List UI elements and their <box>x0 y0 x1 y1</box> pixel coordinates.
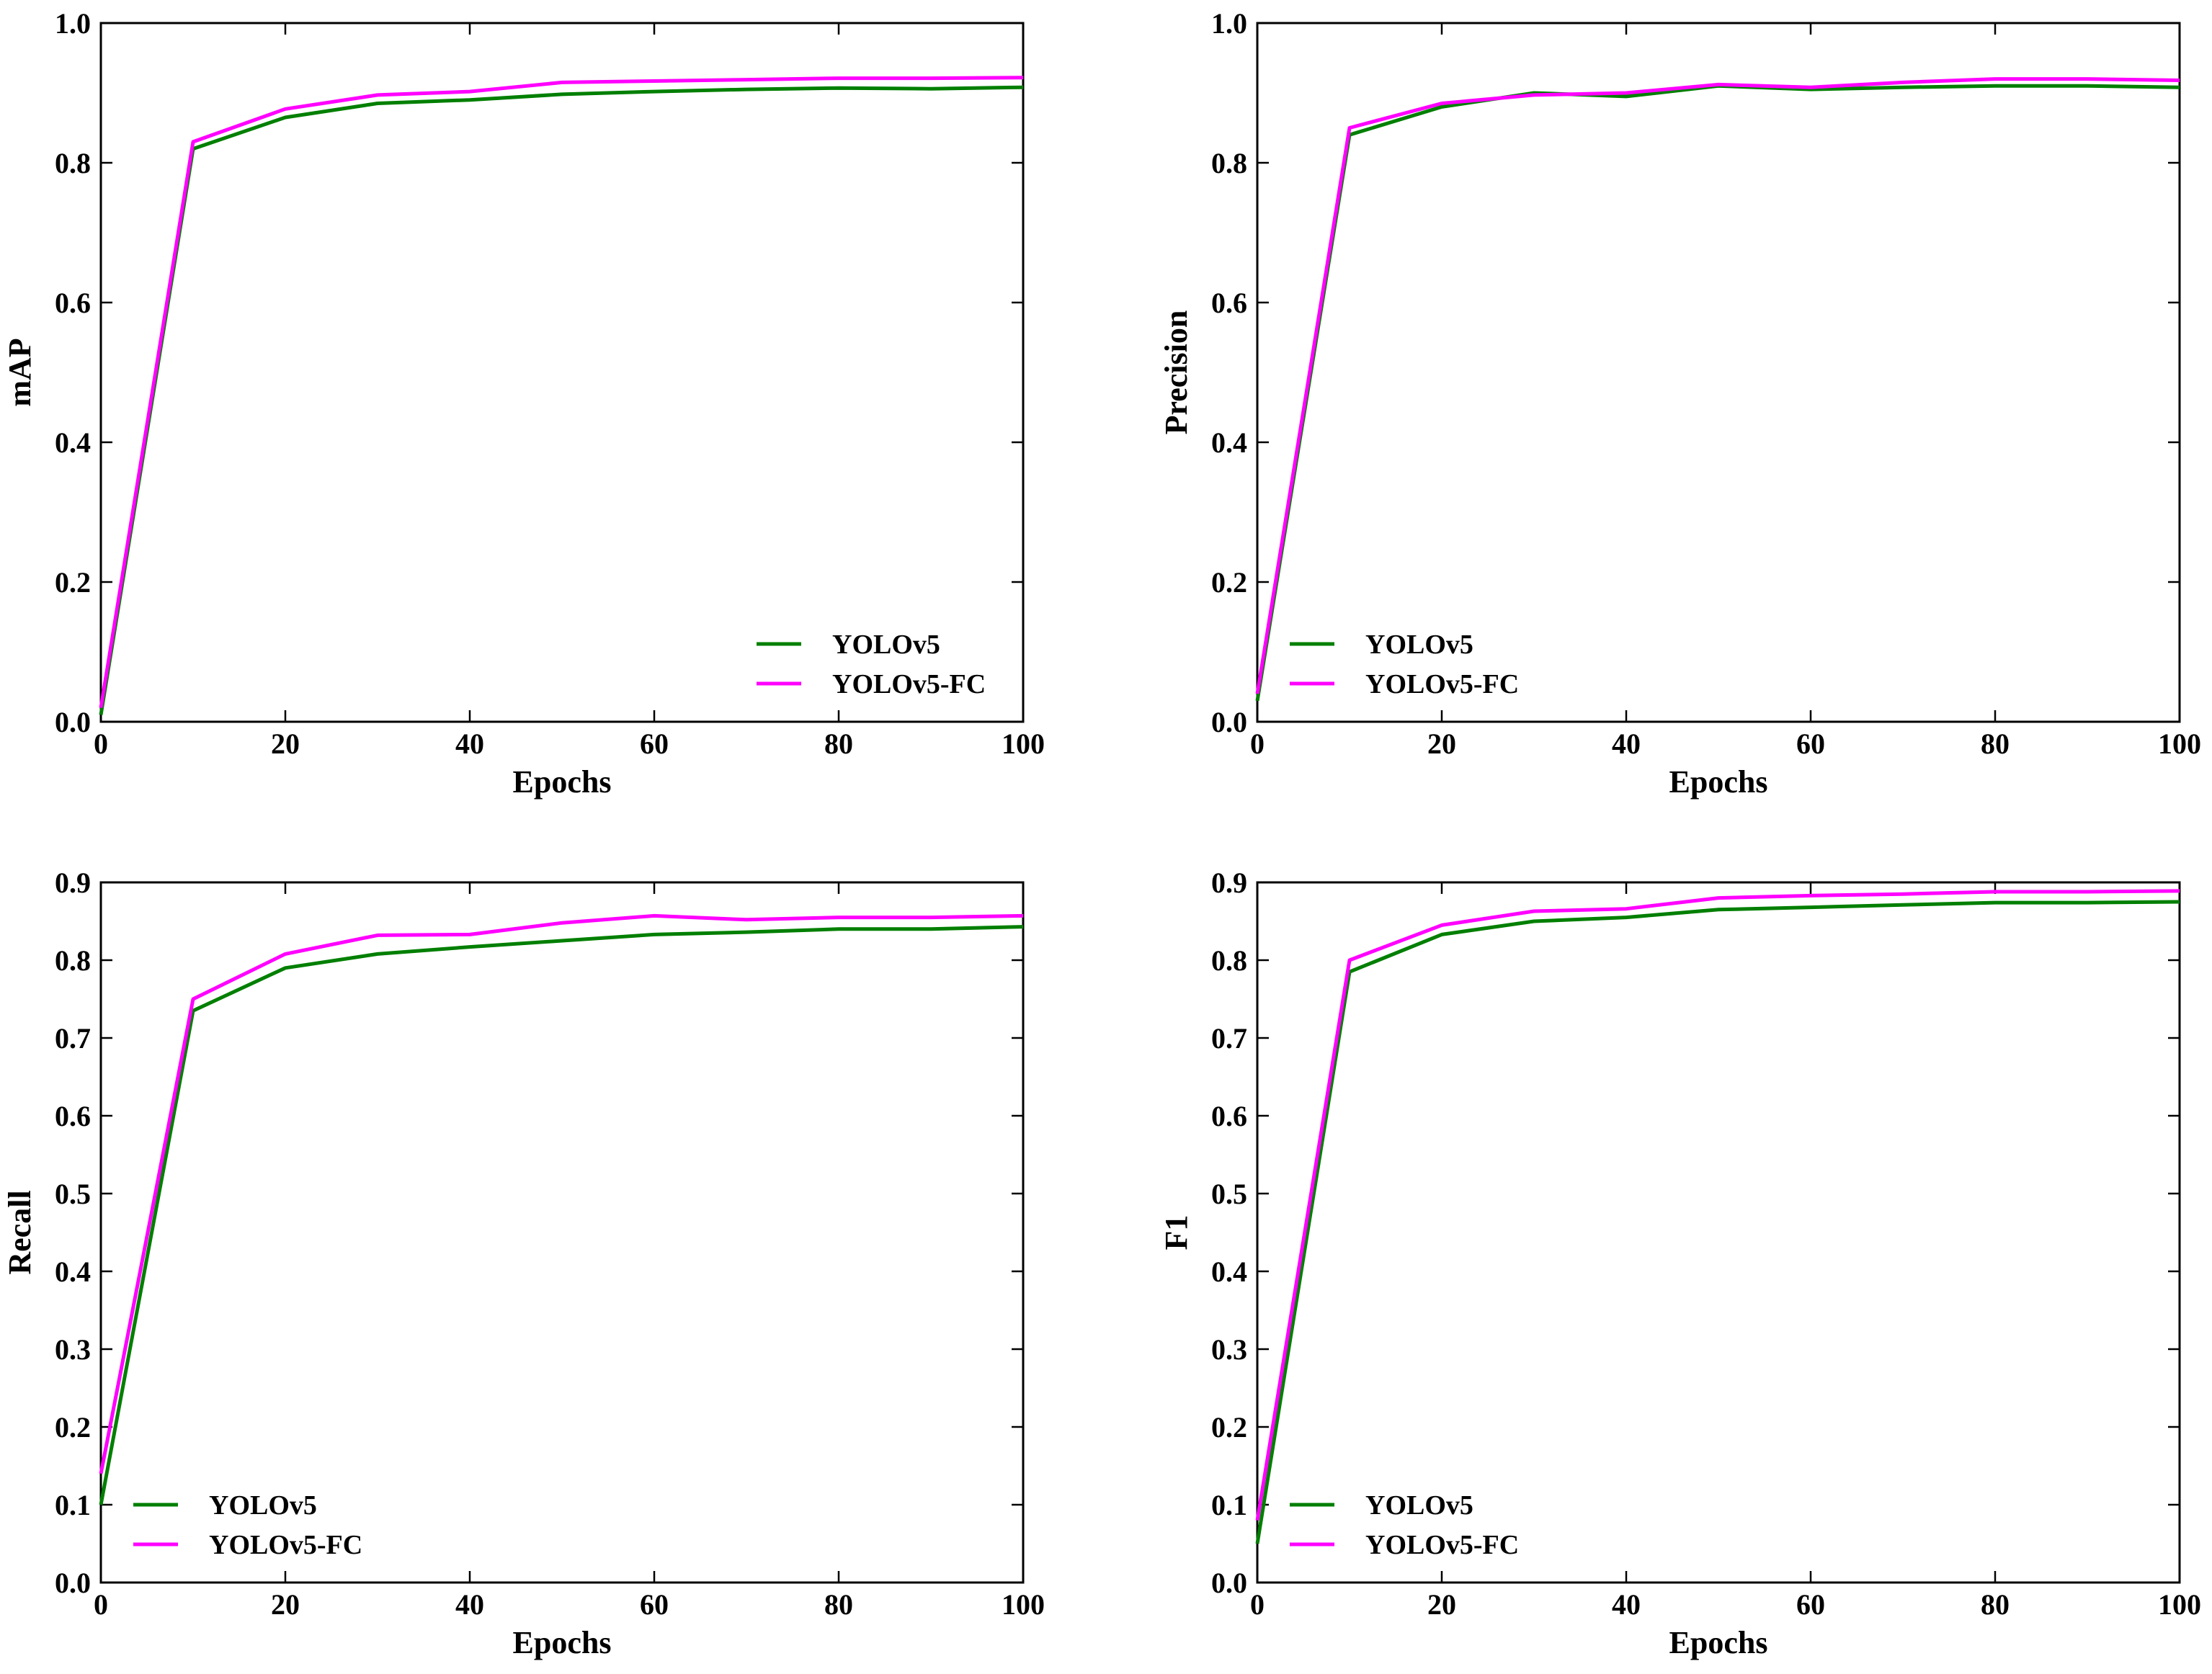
legend-label: YOLOv5 <box>1365 1490 1473 1521</box>
x-axis-label: Epochs <box>1669 764 1768 800</box>
legend: YOLOv5 YOLOv5-FC <box>757 630 986 699</box>
x-tick-label: 0 <box>1250 1588 1265 1621</box>
chart-panel-f1: 0 20 40 60 80 100 0.0 0.1 0.2 0.3 0.4 0.5 0.6 0.7 0.8 0… <box>1159 867 2201 1660</box>
y-tick-label: 0.2 <box>55 566 91 599</box>
y-tick-label: 0.3 <box>55 1333 91 1366</box>
x-tick-label: 40 <box>1612 728 1641 760</box>
y-tick-label: 0.7 <box>1211 1022 1247 1055</box>
x-tick-label: 80 <box>824 728 853 760</box>
y-tick-label: 0.4 <box>1211 426 1247 459</box>
plot-frame <box>1256 22 2181 723</box>
x-tick-label: 80 <box>824 1588 853 1621</box>
y-tick-label: 0.0 <box>55 706 91 738</box>
legend-label: YOLOv5-FC <box>209 1530 362 1560</box>
x-axis-label: Epochs <box>1669 1625 1768 1660</box>
x-tick-label: 40 <box>1612 1588 1641 1621</box>
legend: YOLOv5 YOLOv5-FC <box>1290 1490 1519 1560</box>
legend-label: YOLOv5 <box>832 630 940 660</box>
x-tick-label: 0 <box>1250 728 1265 760</box>
plot-frame <box>99 22 1025 723</box>
y-tick-label: 0.9 <box>1211 867 1247 899</box>
y-axis-label: Recall <box>2 1190 37 1274</box>
y-tick-label: 0.4 <box>1211 1256 1247 1288</box>
y-tick-label: 0.7 <box>55 1022 91 1055</box>
y-tick-label: 0.2 <box>1211 1411 1247 1444</box>
y-tick-label: 0.5 <box>1211 1178 1247 1210</box>
x-tick-label: 60 <box>640 1588 669 1621</box>
plot-frame <box>1256 881 2181 1584</box>
y-tick-label: 0.2 <box>55 1411 91 1444</box>
series-line-yolov5 <box>1255 900 2180 1544</box>
x-axis-label: Epochs <box>513 764 612 800</box>
y-tick-label: 0.6 <box>1211 287 1247 319</box>
legend-label: YOLOv5 <box>209 1490 317 1521</box>
chart-panel-map: 0 20 40 60 80 100 0.0 0.2 0.4 0.6 0.8 1.0 Epochs mAP Y… <box>2 7 1045 800</box>
x-tick-label: 80 <box>1981 1588 2010 1621</box>
y-tick-label: 0.4 <box>55 1256 91 1288</box>
x-tick-label: 60 <box>1796 1588 1825 1621</box>
x-tick-label: 0 <box>94 728 108 760</box>
plot-frame <box>99 881 1025 1584</box>
y-axis-label: F1 <box>1159 1215 1194 1250</box>
legend-label: YOLOv5 <box>1365 630 1473 660</box>
x-tick-label: 100 <box>1002 728 1045 760</box>
y-axis-label: mAP <box>2 338 37 406</box>
y-tick-label: 0.8 <box>1211 147 1247 179</box>
series-line-yolov5-fc <box>99 76 1024 709</box>
y-tick-label: 0.8 <box>55 147 91 179</box>
y-tick-label: 0.4 <box>55 426 91 459</box>
x-tick-label: 0 <box>94 1588 108 1621</box>
y-tick-label: 0.0 <box>1211 706 1247 738</box>
x-tick-label: 20 <box>1427 728 1456 760</box>
y-tick-label: 0.1 <box>1211 1489 1247 1521</box>
y-tick-label: 0.0 <box>55 1567 91 1599</box>
y-tick-label: 0.8 <box>55 944 91 977</box>
legend: YOLOv5 YOLOv5-FC <box>1290 630 1519 699</box>
x-tick-label: 40 <box>455 1588 484 1621</box>
legend-label: YOLOv5-FC <box>1365 669 1519 699</box>
x-tick-label: 20 <box>1427 1588 1456 1621</box>
y-axis-label: Precision <box>1159 310 1194 435</box>
chart-panel-precision: 0 20 40 60 80 100 0.0 0.2 0.4 0.6 0.8 1.0 Epochs Prec… <box>1159 7 2201 800</box>
y-tick-label: 1.0 <box>55 7 91 40</box>
x-tick-label: 60 <box>1796 728 1825 760</box>
legend-label: YOLOv5-FC <box>832 669 986 699</box>
y-tick-label: 0.2 <box>1211 566 1247 599</box>
legend-label: YOLOv5-FC <box>1365 1530 1519 1560</box>
series-line-yolov5-fc <box>1255 889 2180 1521</box>
x-tick-label: 100 <box>2158 728 2201 760</box>
y-tick-label: 0.6 <box>55 1100 91 1132</box>
y-tick-label: 0.0 <box>1211 1567 1247 1599</box>
y-tick-label: 1.0 <box>1211 7 1247 40</box>
chart-panel-recall: 0 20 40 60 80 100 0.0 0.1 0.2 0.3 0.4 0.5 0.6 0.7 0.8 0… <box>2 867 1045 1660</box>
y-tick-label: 0.6 <box>55 287 91 319</box>
x-tick-label: 40 <box>455 728 484 760</box>
x-tick-label: 20 <box>271 1588 300 1621</box>
y-tick-label: 0.9 <box>55 867 91 899</box>
series-line-yolov5 <box>99 925 1024 1505</box>
y-tick-label: 0.1 <box>55 1489 91 1521</box>
x-tick-label: 20 <box>271 728 300 760</box>
legend: YOLOv5 YOLOv5-FC <box>133 1490 362 1560</box>
y-tick-label: 0.8 <box>1211 944 1247 977</box>
x-tick-label: 60 <box>640 728 669 760</box>
x-tick-label: 100 <box>2158 1588 2201 1621</box>
series-line-yolov5 <box>99 85 1024 715</box>
series-line-yolov5-fc <box>1255 77 2180 694</box>
series-line-yolov5-fc <box>99 913 1024 1474</box>
x-tick-label: 80 <box>1981 728 2010 760</box>
y-tick-label: 0.3 <box>1211 1333 1247 1366</box>
x-tick-label: 100 <box>1002 1588 1045 1621</box>
y-tick-label: 0.5 <box>55 1178 91 1210</box>
y-tick-label: 0.6 <box>1211 1100 1247 1132</box>
x-axis-label: Epochs <box>513 1625 612 1660</box>
